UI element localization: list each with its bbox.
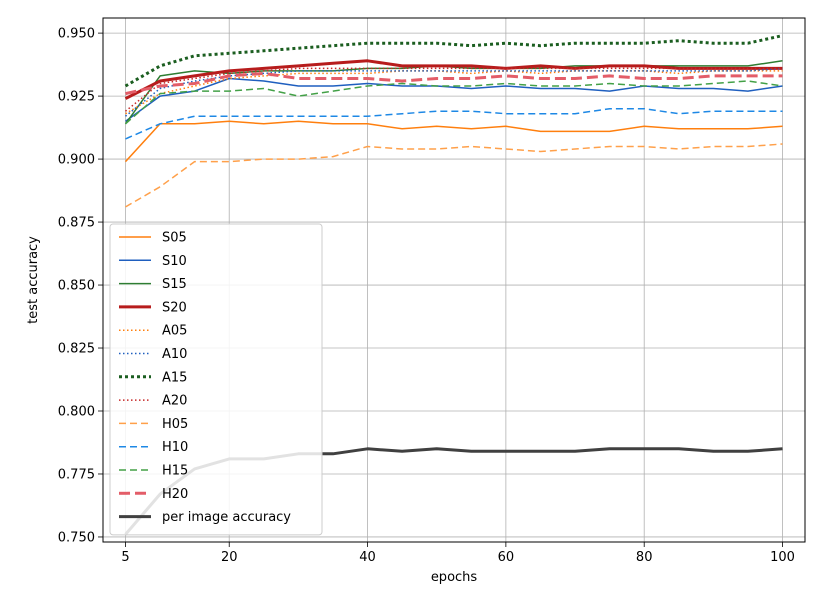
y-tick-label: 0.925 (58, 90, 95, 105)
series-lines (124, 34, 783, 536)
series-line-a15 (124, 34, 783, 88)
series-line-h15 (125, 80, 783, 125)
y-tick-label: 0.950 (58, 27, 95, 42)
x-tick-label: 20 (221, 550, 238, 565)
legend-label: H05 (162, 417, 188, 432)
series-line-h05 (125, 143, 783, 208)
y-tick-label: 0.850 (58, 279, 95, 294)
x-tick-label: 80 (636, 550, 653, 565)
legend-label: A10 (162, 347, 187, 362)
x-tick-label: 60 (498, 550, 515, 565)
ticks: 5 20 40 60 80 100 0.750 0.775 0.800 0.825 0.850 0.8… (58, 27, 795, 565)
x-tick-label: 40 (359, 550, 376, 565)
x-axis-label: epochs (431, 570, 478, 585)
x-tick-label: 5 (121, 550, 129, 565)
series-line-s10 (125, 77, 783, 122)
legend-label: H10 (162, 440, 188, 455)
y-tick-label: 0.825 (58, 342, 95, 357)
y-tick-label: 0.800 (58, 405, 95, 420)
legend-label: H15 (162, 464, 188, 479)
legend-label: S15 (162, 277, 187, 292)
series-line-a10 (125, 67, 783, 117)
legend-label: S10 (162, 254, 187, 269)
legend-label: H20 (162, 487, 188, 502)
legend: S05 S10 S15 S20 A05 A10 A15 A20 H05 H10 H15 H20 per … (109, 223, 323, 536)
legend-box (109, 223, 323, 536)
y-tick-label: 0.775 (58, 467, 95, 482)
x-tick-label: 100 (770, 550, 795, 565)
series-line-a05 (125, 70, 783, 115)
plot-frame (102, 17, 806, 543)
legend-label: per image accuracy (162, 510, 291, 525)
y-axis-label: test accuracy (26, 236, 41, 324)
y-tick-label: 0.900 (58, 153, 95, 168)
series-line-s20 (124, 59, 783, 100)
series-line-s05 (124, 120, 783, 163)
legend-label: A05 (162, 324, 187, 339)
y-tick-label: 0.875 (58, 216, 95, 231)
y-tick-label: 0.750 (58, 530, 95, 545)
series-line-h20 (125, 71, 783, 96)
legend-label: A15 (162, 370, 187, 385)
legend-label: S05 (162, 231, 187, 246)
legend-label: A20 (162, 394, 187, 409)
series-line-a20 (125, 67, 783, 112)
legend-label: S20 (162, 300, 187, 315)
series-line-h10 (125, 107, 783, 140)
